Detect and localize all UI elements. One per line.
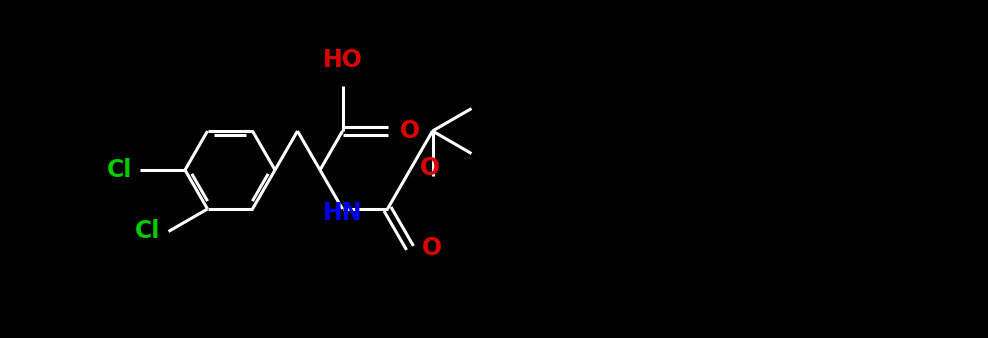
Text: Cl: Cl (107, 158, 132, 182)
Text: HO: HO (322, 48, 363, 72)
Text: O: O (422, 236, 442, 260)
Text: O: O (399, 119, 420, 143)
Text: Cl: Cl (135, 219, 160, 243)
Text: HN: HN (323, 201, 363, 225)
Text: O: O (420, 156, 440, 180)
